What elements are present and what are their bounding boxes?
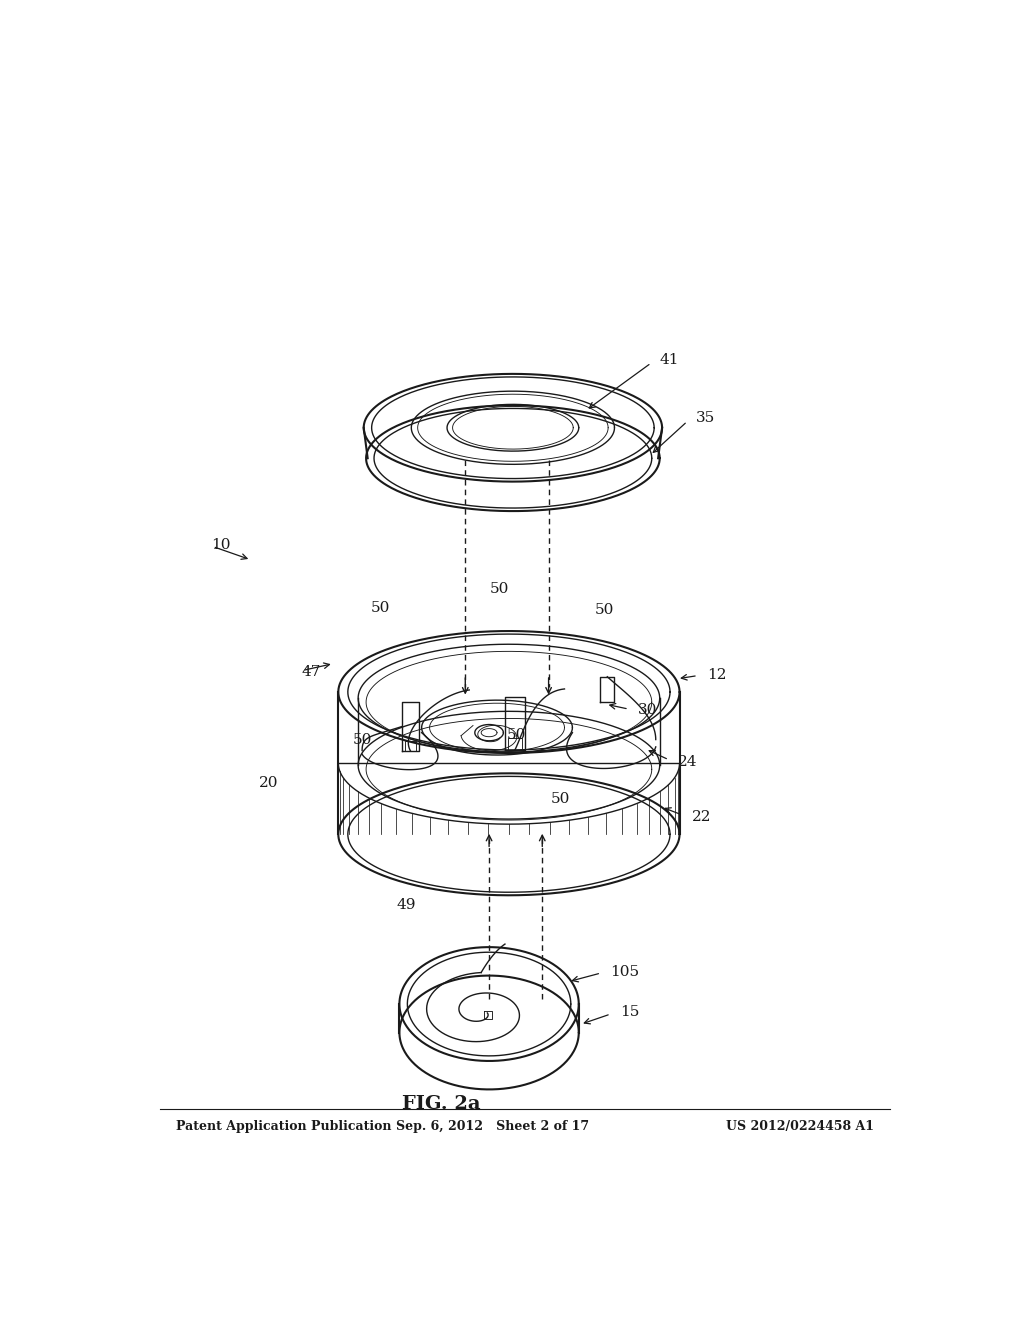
Text: 20: 20	[259, 776, 279, 791]
Text: 49: 49	[396, 899, 416, 912]
Text: 50: 50	[507, 727, 526, 742]
Text: 50: 50	[489, 582, 509, 597]
Text: 41: 41	[659, 352, 679, 367]
Text: 30: 30	[638, 704, 657, 717]
Text: 12: 12	[708, 668, 727, 681]
Text: 50: 50	[595, 603, 613, 616]
Text: 24: 24	[678, 755, 697, 770]
Text: 50: 50	[551, 792, 570, 805]
Text: US 2012/0224458 A1: US 2012/0224458 A1	[726, 1119, 873, 1133]
Text: 50: 50	[352, 733, 372, 747]
Text: 10: 10	[211, 537, 230, 552]
Text: 47: 47	[301, 665, 321, 678]
Text: Sep. 6, 2012   Sheet 2 of 17: Sep. 6, 2012 Sheet 2 of 17	[396, 1119, 590, 1133]
Text: 15: 15	[620, 1005, 639, 1019]
Text: 105: 105	[610, 965, 640, 978]
Text: 50: 50	[371, 601, 390, 615]
Text: 35: 35	[695, 411, 715, 425]
Text: 22: 22	[691, 810, 711, 824]
Text: Patent Application Publication: Patent Application Publication	[176, 1119, 391, 1133]
Text: FIG. 2a: FIG. 2a	[402, 1094, 481, 1113]
